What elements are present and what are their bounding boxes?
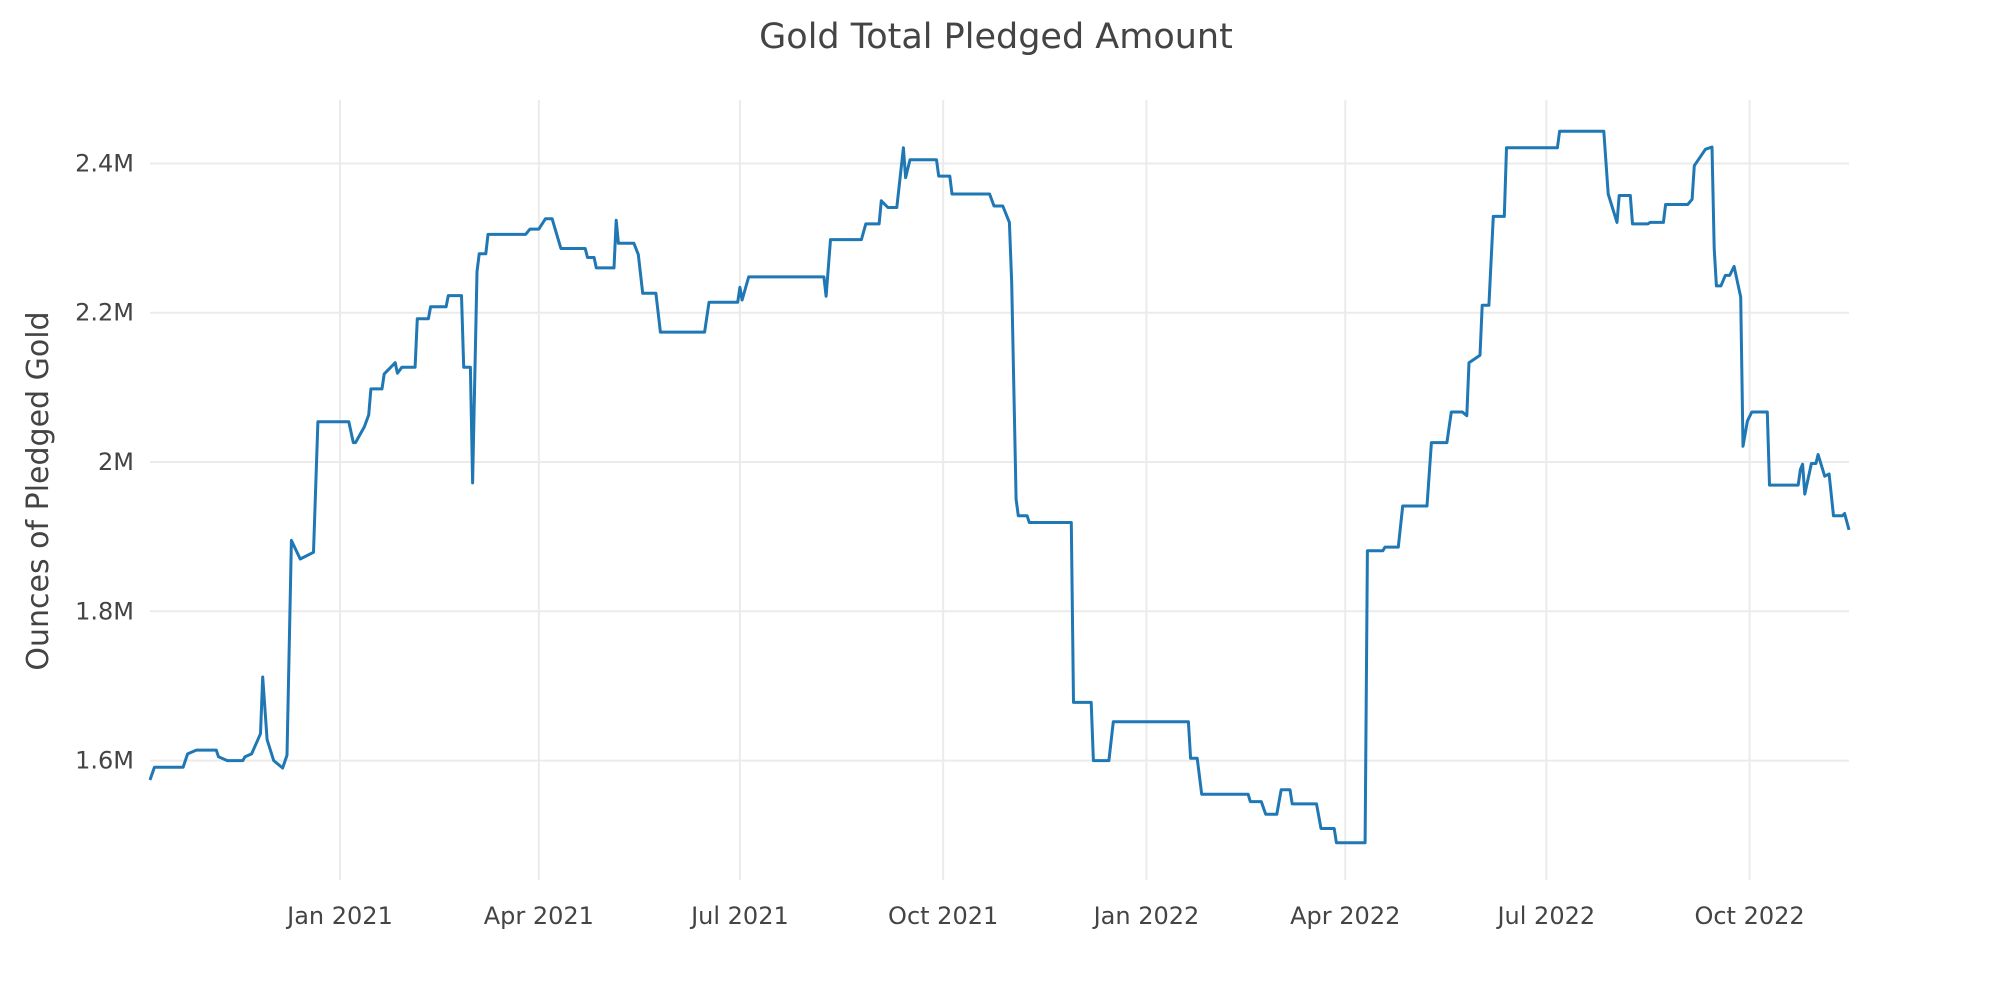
y-tick-label: 1.6M [75, 747, 134, 775]
x-tick-label: Oct 2021 [888, 902, 998, 930]
y-axis-ticks: 1.6M 1.8M 2M 2.2M 2.4M [75, 149, 134, 774]
x-tick-label: Jul 2021 [689, 902, 789, 930]
x-tick-label: Oct 2022 [1694, 902, 1804, 930]
x-tick-label: Apr 2021 [484, 902, 594, 930]
series-line-pledged-gold [148, 129, 1851, 845]
x-axis-ticks: Jan 2021 Apr 2021 Jul 2021 Oct 2021 Jan 2022… [285, 902, 1805, 930]
x-tick-label: Jul 2022 [1495, 902, 1595, 930]
x-tick-label: Apr 2022 [1290, 902, 1400, 930]
y-tick-label: 2.4M [75, 149, 134, 177]
gridlines [150, 100, 1849, 880]
x-tick-label: Jan 2022 [1092, 902, 1200, 930]
x-tick-label: Jan 2021 [285, 902, 393, 930]
y-tick-label: 2M [98, 448, 134, 476]
chart-title: Gold Total Pledged Amount [759, 17, 1233, 57]
y-axis-title: Ounces of Pledged Gold [21, 311, 56, 670]
y-tick-label: 2.2M [75, 299, 134, 327]
series-layer [148, 129, 1851, 845]
y-tick-label: 1.8M [75, 597, 134, 625]
